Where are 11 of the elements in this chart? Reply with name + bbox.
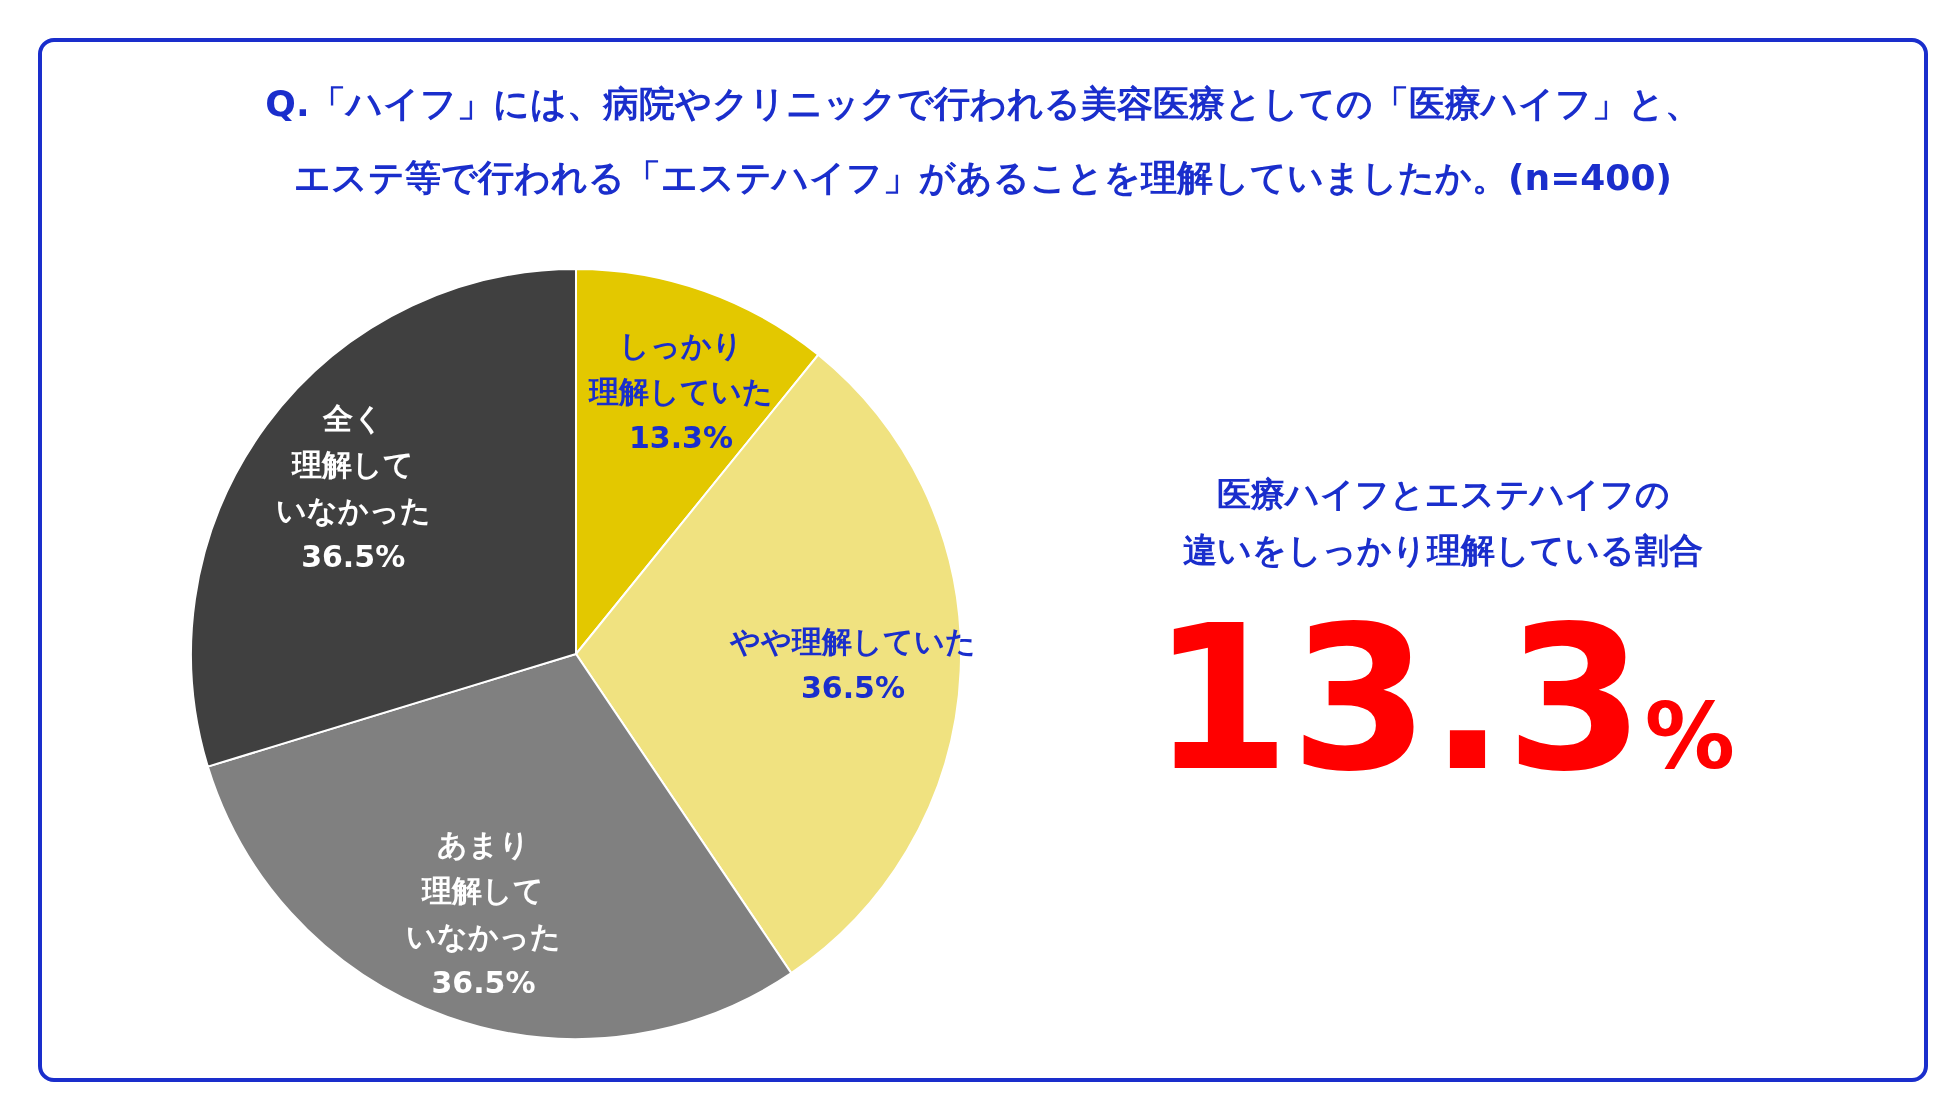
slice-label: やや理解していた (728, 623, 976, 659)
chart-title: Q.「ハイフ」には、病院やクリニックで行われる美容医療としての「医療ハイフ」と、エステ等で行われる「エステハイフ」があることを理解していましたか。(n=400) (265, 83, 1701, 198)
data-label: 36.5% (800, 669, 905, 705)
slice-label: 全く理解していなかった (275, 400, 431, 528)
data-label: 36.5% (301, 538, 406, 574)
slice-label: しっかり理解していた (588, 327, 773, 409)
data-label: 13.3% (628, 419, 734, 455)
data-label: 36.5% (431, 964, 536, 1000)
text: 医療ハイフとエステハイフの違いをしっかり理解している割合 (1183, 474, 1703, 570)
text: 13.3% (1151, 582, 1735, 815)
slice-label: あまり理解していなかった (405, 826, 561, 954)
